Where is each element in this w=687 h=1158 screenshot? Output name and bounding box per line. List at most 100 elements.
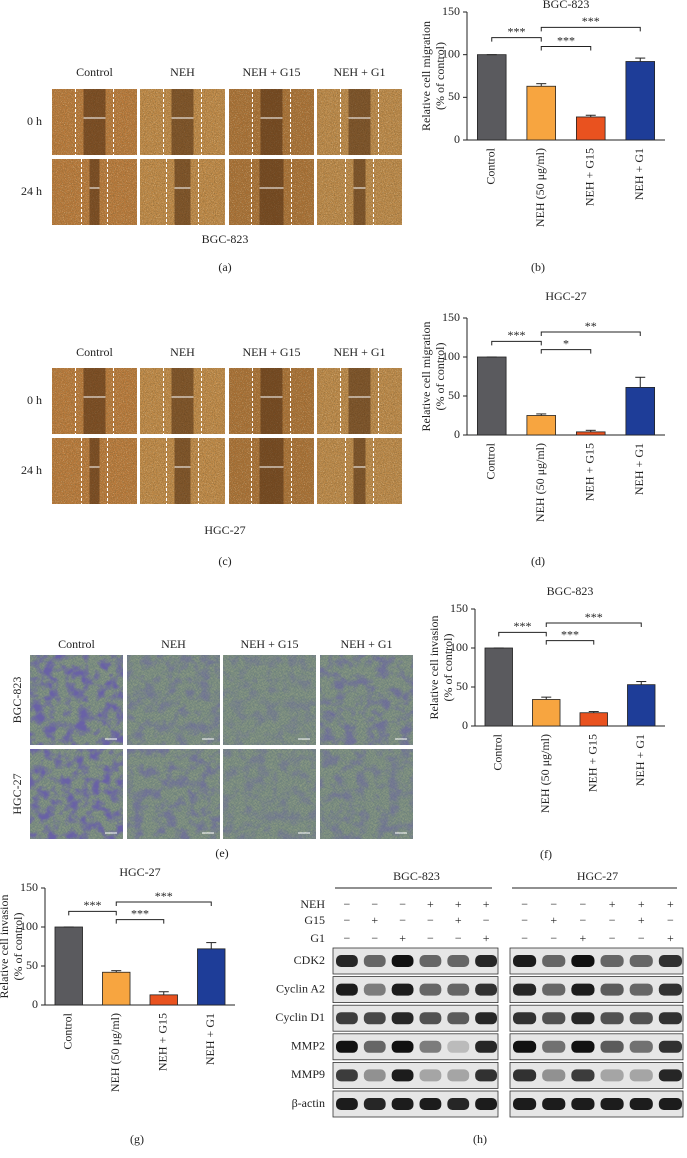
wound-gap [83, 368, 106, 434]
blot-band [513, 983, 537, 996]
significance-bracket [115, 901, 212, 907]
x-tick-label: Control [484, 147, 498, 184]
treatment-sign: + [455, 913, 462, 927]
protein-label: Cyclin D1 [275, 1010, 325, 1024]
micrograph [223, 655, 316, 745]
panel-label: (g) [130, 1132, 144, 1146]
treatment-sign: + [667, 897, 674, 911]
wound-gap [83, 89, 106, 155]
bar [575, 116, 606, 141]
error-bar [636, 681, 647, 685]
bar [625, 61, 656, 141]
blot-band [629, 1069, 653, 1082]
blot-band [658, 1069, 682, 1082]
blot-frame [509, 976, 684, 1003]
treatment-sign: + [609, 897, 616, 911]
treatment-sign: + [638, 913, 645, 927]
blot-band [658, 983, 682, 996]
blot-band [475, 1098, 497, 1110]
micrograph [320, 655, 413, 745]
y-tick-label: 0 [32, 997, 38, 1011]
blot-band [391, 983, 414, 996]
bar [526, 85, 557, 141]
row-label: 0 h [27, 114, 42, 128]
y-axis-label: (% of control) [441, 634, 455, 702]
panel-label: (c) [218, 554, 231, 568]
micrograph [52, 89, 137, 155]
significance-label: *** [508, 24, 526, 38]
error-bar [536, 83, 547, 87]
treatment-sign: + [550, 913, 557, 927]
blot-band [336, 955, 358, 967]
blot-strip [332, 1090, 499, 1118]
blot-band [419, 1069, 442, 1082]
significance-bracket [68, 910, 117, 916]
treatment-sign: + [667, 931, 674, 945]
micrograph [52, 368, 137, 434]
micrograph [317, 89, 402, 155]
treatment-sign: − [609, 913, 616, 927]
blot-band [658, 1012, 682, 1025]
y-axis-label: Relative cell migration [419, 322, 433, 432]
y-axis-label: (% of control) [433, 42, 447, 110]
blot-band [475, 955, 497, 967]
blot-band [513, 1098, 537, 1110]
error-bar [635, 57, 646, 62]
x-tick-label: NEH + G1 [632, 443, 646, 495]
blot-band [600, 1098, 624, 1110]
blot-band [391, 1040, 414, 1053]
micrograph [317, 368, 402, 434]
treatment-sign: − [550, 931, 557, 945]
significance-label: *** [514, 619, 532, 633]
micrograph-cells [30, 749, 123, 839]
significance-label: *** [131, 906, 149, 920]
significance-bracket [498, 631, 547, 637]
y-axis-label: (% of control) [433, 343, 447, 411]
blot-strip [509, 1033, 684, 1061]
panel-label: (d) [531, 554, 545, 568]
y-tick-label: 150 [442, 4, 460, 18]
blot-frame [509, 1033, 684, 1061]
protein-label: MMP9 [291, 1067, 325, 1081]
blot-band [513, 1040, 537, 1053]
x-tick-label: NEH (50 μg/ml) [533, 443, 547, 522]
treatment-sign: − [580, 897, 587, 911]
x-tick-label: NEH + G15 [583, 148, 597, 206]
row-label: 24 h [21, 184, 42, 198]
blot-band [419, 983, 442, 996]
y-axis-label: Relative cell invasion [0, 895, 11, 999]
blot-band [419, 1012, 442, 1025]
error-bar [585, 114, 596, 117]
bar [532, 699, 561, 727]
blot-band [363, 1069, 386, 1082]
treatment-sign: − [609, 931, 616, 945]
treatment-sign: − [521, 931, 528, 945]
treatment-sign: + [638, 897, 645, 911]
y-tick-label: 150 [442, 310, 460, 324]
blot-band [447, 1040, 470, 1053]
blot-band [542, 1098, 566, 1110]
blot-band [600, 1069, 624, 1082]
micrograph [317, 159, 402, 225]
row-label: HGC-27 [10, 773, 24, 814]
y-tick-label: 50 [26, 958, 38, 972]
treatment-sign: − [638, 931, 645, 945]
blot-strip [332, 1062, 499, 1089]
blot-frame [509, 1090, 684, 1118]
micrograph [140, 368, 225, 434]
bar [476, 356, 507, 436]
column-label: Control [76, 345, 113, 359]
blot-strip [509, 1062, 684, 1089]
x-tick-label: NEH + G15 [156, 1013, 170, 1071]
blot-strip [509, 947, 684, 975]
blot-frame [332, 947, 499, 975]
blot-frame [509, 1062, 684, 1089]
y-tick-label: 50 [448, 388, 460, 402]
treatment-sign: + [371, 913, 378, 927]
chart-title: BGC-823 [543, 0, 590, 11]
column-label: NEH [170, 345, 195, 359]
wound-gap [89, 438, 100, 504]
error-bar [585, 429, 596, 432]
significance-label: *** [508, 328, 526, 342]
micrograph-cells [223, 655, 316, 745]
